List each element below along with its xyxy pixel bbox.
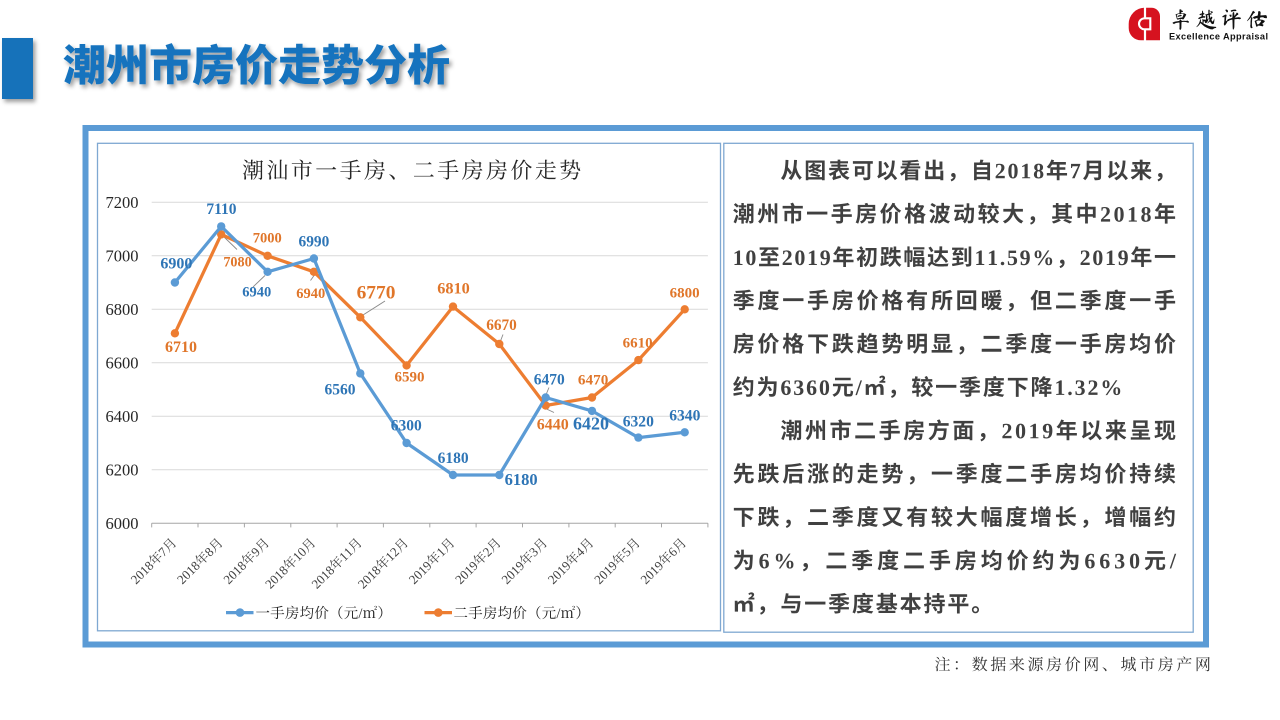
svg-text:7000: 7000 [106,246,139,265]
svg-text:6670: 6670 [486,317,517,334]
svg-text:Excellence Appraisal: Excellence Appraisal [1169,31,1268,41]
svg-text:6420: 6420 [573,414,609,434]
svg-text:6180: 6180 [505,470,538,489]
svg-text:6470: 6470 [534,371,565,388]
svg-text:7200: 7200 [106,193,139,212]
svg-text:7110: 7110 [206,201,236,218]
svg-text:6770: 6770 [357,283,396,304]
svg-text:6340: 6340 [669,407,700,424]
svg-text:7080: 7080 [223,255,251,271]
svg-text:6600: 6600 [106,353,139,372]
svg-text:6940: 6940 [296,286,325,302]
svg-text:6320: 6320 [623,414,654,431]
svg-text:6180: 6180 [438,450,469,467]
svg-text:6900: 6900 [160,256,192,273]
svg-text:6000: 6000 [106,514,139,533]
svg-text:6940: 6940 [242,285,271,301]
svg-text:6610: 6610 [623,336,653,352]
svg-text:6800: 6800 [670,285,700,301]
svg-text:6560: 6560 [325,381,356,398]
svg-text:6710: 6710 [165,339,197,356]
svg-text:6810: 6810 [437,278,470,297]
svg-text:6990: 6990 [299,233,330,250]
svg-text:6800: 6800 [106,300,139,319]
svg-text:7000: 7000 [253,231,282,247]
svg-text:6590: 6590 [395,370,425,386]
svg-text:6400: 6400 [106,407,139,426]
svg-text:6200: 6200 [106,460,139,479]
svg-text:6440: 6440 [537,417,569,434]
svg-text:6470: 6470 [578,372,609,389]
svg-text:6300: 6300 [391,417,422,434]
